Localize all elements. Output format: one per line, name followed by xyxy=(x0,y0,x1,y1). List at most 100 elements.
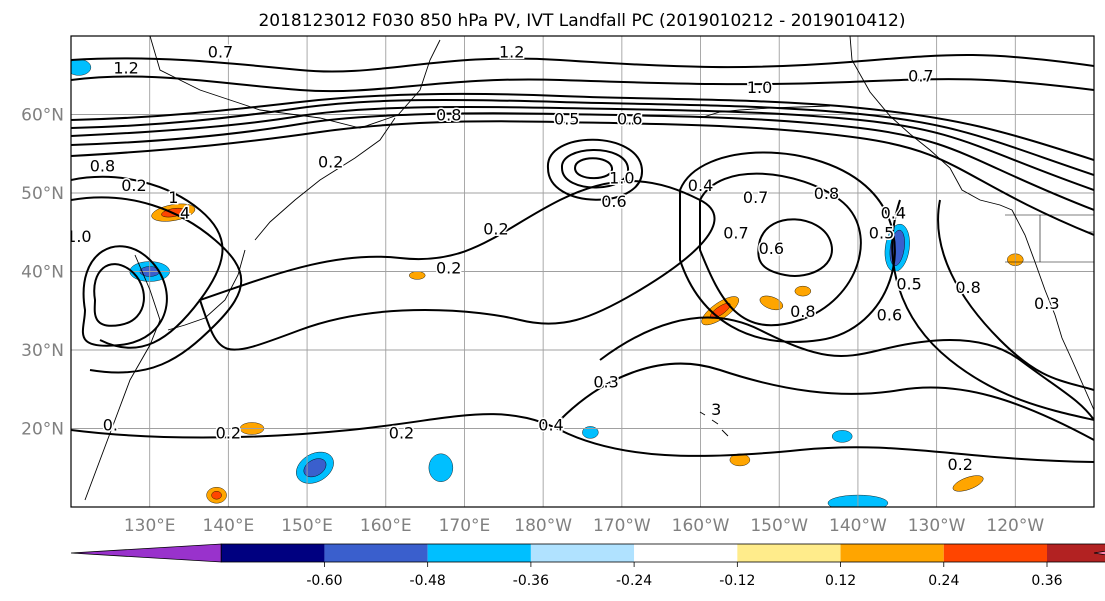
pv-shaded-region xyxy=(759,295,784,311)
contour-label: 0.4 xyxy=(881,204,906,223)
contour-label: 0.5 xyxy=(896,274,921,293)
contour-jet-5 xyxy=(71,120,1094,236)
contour-label: 0.6 xyxy=(617,109,642,128)
lon-tick-label: 180°W xyxy=(514,516,572,536)
contour-west-1 xyxy=(71,175,224,349)
contour-west-spiral-1 xyxy=(93,263,145,327)
contour-south-02 xyxy=(71,413,1094,463)
lat-tick-label: 40°N xyxy=(21,263,64,283)
contour-label: 0.6 xyxy=(601,192,626,211)
contour-02-broad xyxy=(198,180,716,351)
contour-label: 3 xyxy=(711,400,721,419)
pv-shaded-region xyxy=(303,458,327,478)
contour-label: 0.2 xyxy=(483,219,508,238)
colorbar-cell xyxy=(324,544,428,562)
contour-label: 1 xyxy=(168,188,178,207)
lon-tick-label: 130°E xyxy=(124,516,176,536)
coastline-north-america xyxy=(1011,209,1094,411)
lon-tick-label: 130°W xyxy=(908,516,966,536)
colorbar-tick-label: -0.24 xyxy=(616,573,652,589)
contour-west-2 xyxy=(71,196,243,374)
lon-tick-label: 150°W xyxy=(750,516,808,536)
contour-low-center-1 xyxy=(573,157,613,180)
contour-label: 0.5 xyxy=(554,109,579,128)
contour-jet-1 xyxy=(71,93,1094,161)
colorbar: -0.60-0.48-0.36-0.24-0.120.120.240.360.4… xyxy=(70,543,1105,589)
contour-labels: 1.2 0.7 1.2 1.0 0.7 0.8 0.5 0.6 0.8 14 1.0 0.6 1.0 0.… xyxy=(66,41,1061,475)
pv-shaded-region xyxy=(211,491,222,500)
contour-west-coast-1 xyxy=(937,199,1094,391)
lon-tick-label: 170°E xyxy=(439,516,491,536)
contour-label: 0.7 xyxy=(208,43,233,62)
lon-tick-label: 150°E xyxy=(281,516,333,536)
colorbar-tick-label: -0.36 xyxy=(513,573,549,589)
colorbar-extend-min xyxy=(70,543,222,563)
coastline-hawaii xyxy=(699,411,729,437)
contour-label: 1.0 xyxy=(609,168,634,187)
contour-label: 0.4 xyxy=(538,416,563,435)
contour-label: 0.5 xyxy=(869,223,894,242)
colorbar-tick-label: -0.12 xyxy=(719,573,755,589)
colorbar-cells xyxy=(70,543,1105,563)
pv-contours xyxy=(71,54,1094,463)
longitude-labels: 130°E 140°E 150°E 160°E 170°E 180°W 170°W 160°W… xyxy=(124,516,1045,536)
contour-north-2 xyxy=(71,75,1094,93)
chart-title: 2018123012 F030 850 hPa PV, IVT Landfall… xyxy=(258,11,905,31)
contour-label: 0.7 xyxy=(723,223,748,242)
contour-label: 0.7 xyxy=(743,188,768,207)
contour-east-basin-1 xyxy=(699,172,862,327)
contour-label: 0.2 xyxy=(389,423,414,442)
pv-shaded-region xyxy=(831,430,853,443)
colorbar-tick-label: -0.48 xyxy=(410,573,446,589)
colorbar-cell xyxy=(530,544,635,562)
colorbar-tick-label: 0.12 xyxy=(825,573,856,589)
pv-shaded-fills xyxy=(71,59,1024,507)
coastline-aleutians xyxy=(699,105,831,119)
contour-label: 0.6 xyxy=(877,306,902,325)
colorbar-extend-max xyxy=(1093,550,1105,556)
pv-shaded-region xyxy=(952,475,984,492)
contour-label: 4 xyxy=(180,204,190,223)
pv-shaded-region xyxy=(428,453,454,482)
lat-tick-label: 20°N xyxy=(21,420,64,440)
colorbar-tick-label: 0.36 xyxy=(1031,573,1062,589)
pv-shaded-region xyxy=(409,271,426,280)
contour-sub-2 xyxy=(559,362,1094,441)
map-panel: 1.2 0.7 1.2 1.0 0.7 0.8 0.5 0.6 0.8 14 1.0 0.6 1.0 0.… xyxy=(66,35,1095,508)
lat-tick-label: 60°N xyxy=(21,106,64,126)
lon-tick-label: 140°E xyxy=(203,516,255,536)
lat-tick-label: 50°N xyxy=(21,184,64,204)
contour-north-1 xyxy=(71,54,1094,73)
colorbar-outline xyxy=(220,543,1105,563)
contour-label: 1.2 xyxy=(499,43,524,62)
lon-tick-label: 160°W xyxy=(672,516,730,536)
latitude-labels: 60°N 50°N 40°N 30°N 20°N xyxy=(21,106,64,440)
contour-sub-1 xyxy=(599,316,1094,421)
colorbar-tick-label: 0.24 xyxy=(928,573,959,589)
lat-tick-label: 30°N xyxy=(21,341,64,361)
contour-label: 0.2 xyxy=(318,153,343,172)
pv-shaded-region xyxy=(794,285,812,297)
contour-low-center-2 xyxy=(560,149,630,189)
contour-west-coast-2 xyxy=(891,199,1094,421)
contour-label: 0.8 xyxy=(436,106,461,125)
colorbar-ticks: -0.60-0.48-0.36-0.24-0.120.120.240.360.4… xyxy=(306,562,1063,589)
colorbar-cell xyxy=(943,544,1047,562)
lon-tick-label: 160°E xyxy=(360,516,412,536)
contour-label: 0.2 xyxy=(947,455,972,474)
contour-jet-3 xyxy=(71,105,1094,191)
lon-tick-label: 140°W xyxy=(829,516,887,536)
contour-label: 1.2 xyxy=(113,58,138,77)
contour-west-spiral-2 xyxy=(81,245,168,347)
contour-label: 1.0 xyxy=(66,227,91,246)
colorbar-tick-label: -0.60 xyxy=(306,573,342,589)
colorbar-cell xyxy=(1047,544,1105,562)
coastline-korea-china xyxy=(84,254,161,501)
contour-label: 0.7 xyxy=(908,66,933,85)
pv-shaded-region xyxy=(582,426,599,439)
contour-label: 0.8 xyxy=(814,184,839,203)
contour-label: 0.8 xyxy=(955,278,980,297)
contour-label: 0.3 xyxy=(593,372,618,391)
contour-east-basin-2 xyxy=(757,218,833,277)
